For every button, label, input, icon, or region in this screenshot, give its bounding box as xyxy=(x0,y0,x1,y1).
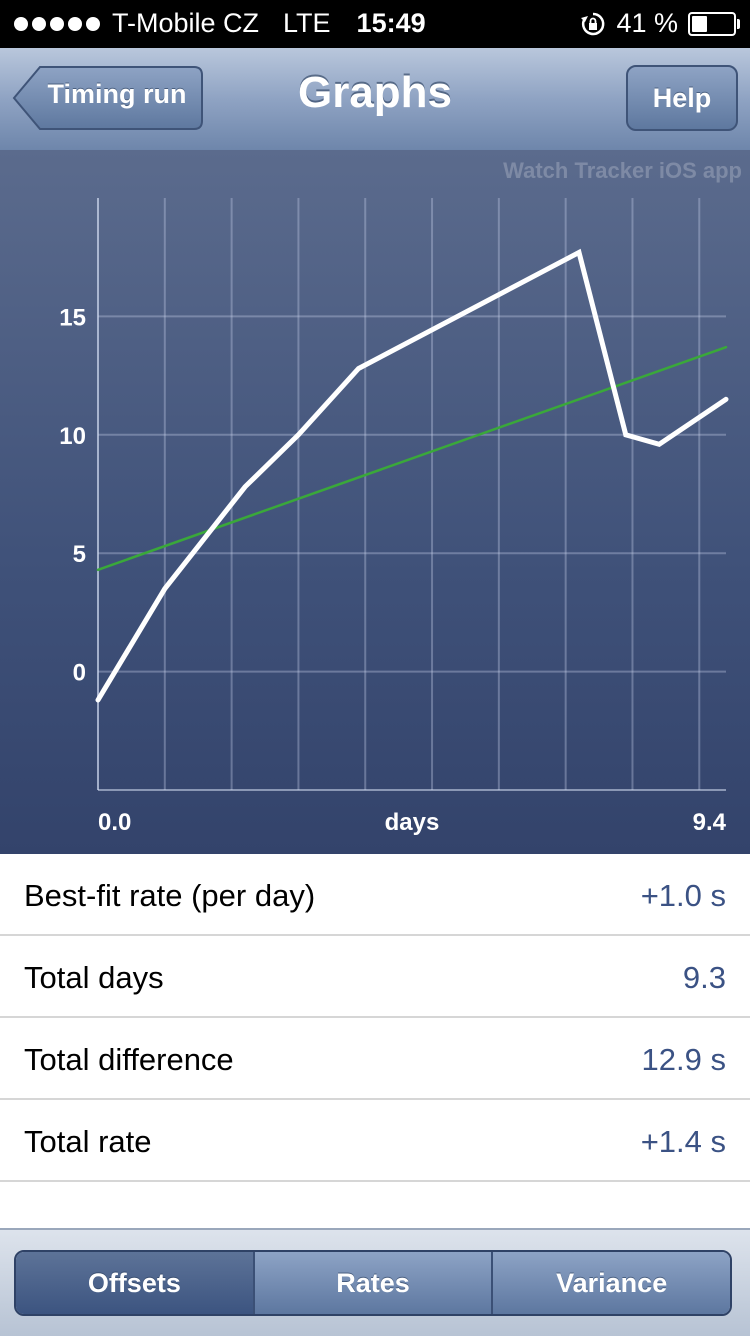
x-tick-label-end: 9.4 xyxy=(693,809,727,836)
y-tick-label: 10 xyxy=(59,423,86,450)
tab-rates[interactable]: Rates xyxy=(252,1252,492,1314)
stat-value: 9.3 xyxy=(682,960,726,995)
x-axis-label: days xyxy=(385,809,440,836)
status-right: 41 % xyxy=(580,8,740,39)
status-bar: T-Mobile CZ LTE 15:49 41 % xyxy=(0,0,750,48)
stat-row-best-fit-rate: Best-fit rate (per day) +1.0 s xyxy=(0,854,750,936)
bottom-toolbar: Offsets Rates Variance xyxy=(0,1228,750,1336)
status-left: T-Mobile CZ LTE 15:49 xyxy=(14,8,426,39)
offsets-chart: Watch Tracker iOS app 0 5 10 15 0.0 days 9.4 xyxy=(0,150,750,854)
stat-row-total-rate: Total rate +1.4 s xyxy=(0,1100,750,1182)
carrier-name: T-Mobile CZ xyxy=(112,8,260,38)
x-tick-label-start: 0.0 xyxy=(98,809,131,836)
tab-offsets[interactable]: Offsets xyxy=(16,1252,253,1314)
page-title: Graphs xyxy=(297,68,453,117)
stat-value: +1.4 s xyxy=(640,1124,726,1159)
clock: 15:49 xyxy=(356,8,426,38)
back-button-label: Timing run xyxy=(47,79,187,109)
stat-label: Total rate xyxy=(24,1124,152,1159)
back-button-shape xyxy=(12,66,203,130)
offset-series-line xyxy=(95,248,729,703)
stat-label: Total difference xyxy=(24,1042,234,1077)
tab-variance[interactable]: Variance xyxy=(491,1252,730,1314)
help-button[interactable]: Help xyxy=(626,65,738,131)
stats-table: Best-fit rate (per day) +1.0 s Total day… xyxy=(0,854,750,1182)
battery-icon xyxy=(688,11,740,36)
graph-type-segmented-control: Offsets Rates Variance xyxy=(14,1250,732,1316)
rotation-lock-icon xyxy=(581,12,605,35)
stat-row-total-difference: Total difference 12.9 s xyxy=(0,1018,750,1100)
y-tick-label: 0 xyxy=(73,660,86,687)
watermark: Watch Tracker iOS app xyxy=(503,158,742,183)
stat-value: +1.0 s xyxy=(640,878,726,913)
stat-label: Total days xyxy=(24,960,164,995)
stat-value: 12.9 s xyxy=(641,1042,726,1077)
navigation-bar: Timing run Graphs Help xyxy=(0,48,750,152)
stat-label: Best-fit rate (per day) xyxy=(24,878,316,913)
network-type: LTE xyxy=(283,8,331,38)
y-tick-label: 5 xyxy=(73,541,86,568)
y-tick-label: 15 xyxy=(59,304,86,331)
chart-canvas: 0 5 10 15 0.0 days 9.4 xyxy=(59,198,729,836)
battery-percentage: 41 % xyxy=(616,8,678,38)
back-button[interactable]: Timing run xyxy=(12,65,204,131)
stat-row-total-days: Total days 9.3 xyxy=(0,936,750,1018)
signal-strength-icon xyxy=(14,16,100,31)
best-fit-trend-line xyxy=(96,345,728,572)
